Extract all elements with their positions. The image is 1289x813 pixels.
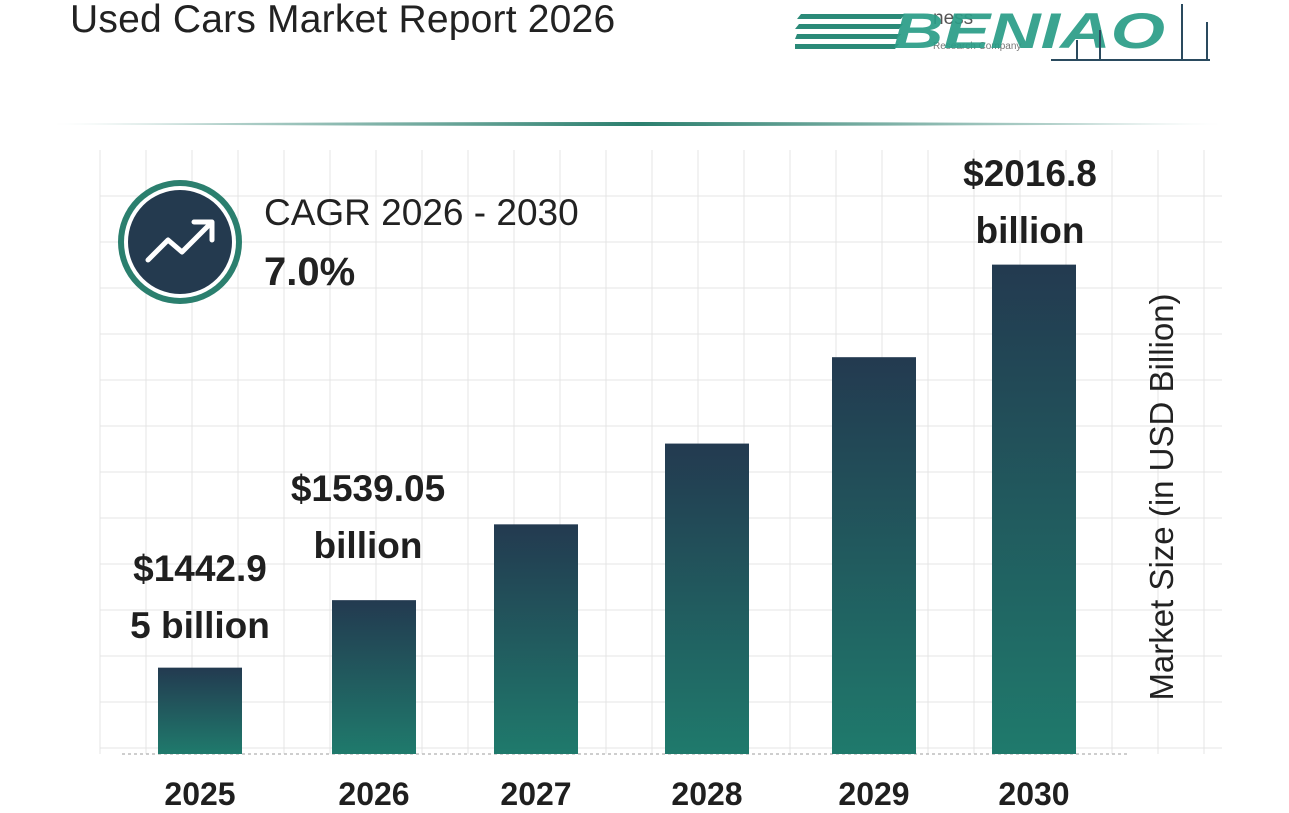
data-label-2026: $1539.05 billion — [290, 468, 446, 566]
bar-2028 — [665, 443, 749, 754]
bars — [158, 264, 1076, 754]
cagr-value: 7.0% — [264, 250, 356, 294]
x-tick-2030: 2030 — [998, 776, 1070, 812]
bar-2026 — [332, 600, 416, 754]
brand-logo: ness Research Company BENIAO — [795, 3, 1210, 61]
bar-2025 — [158, 667, 242, 754]
bar-2030 — [992, 264, 1076, 754]
data-label-2030: $2016.8 billion — [963, 153, 1097, 251]
logo-wordmark: BENIAO — [893, 3, 1165, 59]
header-divider — [55, 122, 1220, 126]
y-axis-label: Market Size (in USD Billion) — [1143, 293, 1180, 701]
x-tick-2028: 2028 — [671, 776, 743, 812]
logo-building-outline — [1051, 4, 1210, 61]
page-title: Used Cars Market Report 2026 — [70, 0, 616, 41]
x-tick-2026: 2026 — [338, 776, 410, 812]
x-tick-2025: 2025 — [164, 776, 236, 812]
x-tick-2029: 2029 — [838, 776, 910, 812]
bar-2029 — [832, 357, 916, 754]
data-label-2025: $1442.9 5 billion — [130, 548, 270, 646]
trend-up-icon — [145, 219, 215, 263]
svg-text:ness: ness — [933, 8, 973, 29]
grid — [99, 150, 1222, 754]
cagr-label: CAGR 2026 - 2030 — [264, 192, 579, 233]
x-tick-2027: 2027 — [500, 776, 572, 812]
logo-speed-lines — [795, 14, 905, 49]
cagr-badge — [118, 180, 242, 304]
svg-text:Research Company: Research Company — [933, 41, 1021, 52]
bar-2027 — [494, 524, 578, 754]
